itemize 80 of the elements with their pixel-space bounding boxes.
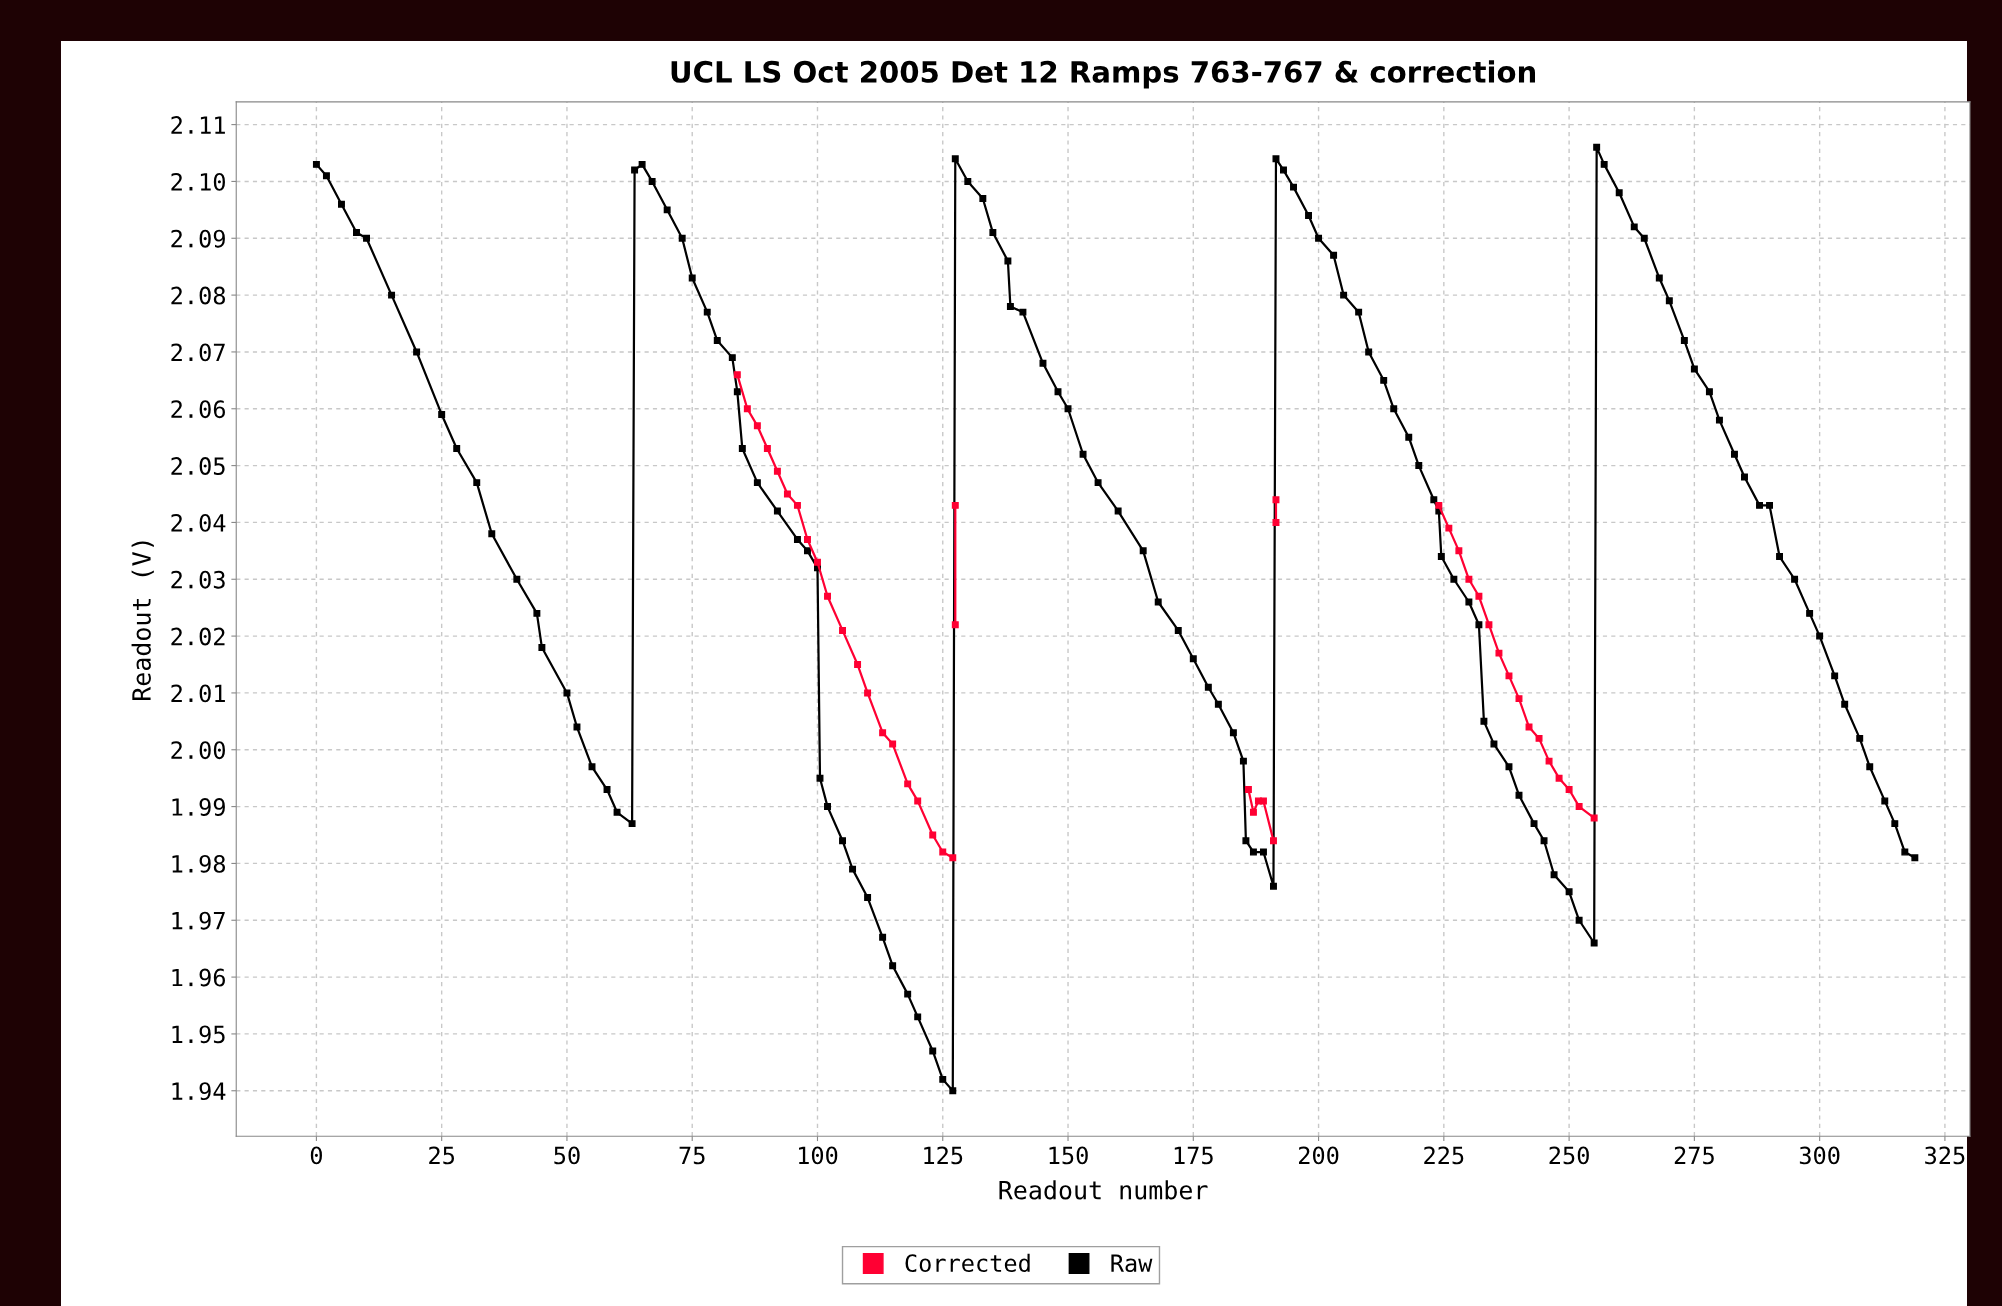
y-tick-label: 2.08 <box>171 286 226 305</box>
point <box>939 848 947 856</box>
y-tick-label: 1.98 <box>172 854 226 873</box>
x-tick-label: 200 <box>1299 1146 1339 1165</box>
point <box>773 467 781 475</box>
point <box>753 422 761 430</box>
point <box>1515 695 1523 703</box>
point <box>814 558 821 566</box>
point <box>914 797 922 805</box>
point <box>1505 672 1513 680</box>
point <box>879 729 887 737</box>
point <box>929 831 937 839</box>
point <box>854 661 862 668</box>
point <box>1575 803 1583 811</box>
point <box>951 621 959 629</box>
point <box>1465 575 1473 583</box>
y-tick-label: 2.07 <box>171 343 225 362</box>
y-tick-label: 2.06 <box>171 400 225 419</box>
point <box>783 490 791 498</box>
y-tick-label: 1.95 <box>172 1025 225 1044</box>
y-tick-label: 1.99 <box>172 798 225 816</box>
y-tick-label: 1.94 <box>172 1082 226 1101</box>
x-tick-label: 175 <box>1174 1146 1213 1165</box>
point <box>949 854 957 862</box>
y-tick-label: 2.04 <box>171 513 226 532</box>
x-tick-label: 0 <box>310 1146 322 1165</box>
point <box>839 626 847 634</box>
x-tick-label: 50 <box>554 1146 580 1165</box>
point <box>824 592 831 600</box>
x-tick-label: 100 <box>799 1146 838 1165</box>
point <box>1445 524 1453 532</box>
y-tick-label: 1.96 <box>172 968 225 987</box>
point <box>1259 797 1267 805</box>
chart-title: UCL LS Oct 2005 Det 12 Ramps 763-767 & correction <box>671 60 1536 89</box>
point <box>803 536 811 543</box>
point <box>1249 808 1257 816</box>
x-tick-label: 225 <box>1424 1146 1464 1165</box>
point <box>1435 501 1443 509</box>
point <box>1590 814 1598 822</box>
point <box>733 371 741 379</box>
point <box>1475 592 1483 600</box>
x-tick-label: 125 <box>924 1146 963 1165</box>
legend-label: Corrected <box>905 1253 1030 1273</box>
point <box>1485 621 1493 629</box>
x-tick-label: 25 <box>429 1146 454 1165</box>
point <box>889 740 897 748</box>
point <box>1269 837 1277 845</box>
point <box>1455 547 1463 555</box>
point <box>1535 734 1543 742</box>
y-tick-label: 2.09 <box>171 229 225 248</box>
point <box>1555 774 1563 782</box>
y-tick-label: 2.03 <box>171 570 225 589</box>
legend-label: Raw <box>1111 1254 1153 1273</box>
point <box>864 689 872 697</box>
x-tick-label: 275 <box>1674 1146 1714 1165</box>
x-tick-label: 150 <box>1049 1146 1088 1165</box>
y-axis-title: Readout (V) <box>131 541 154 701</box>
x-tick-label: 75 <box>679 1146 705 1165</box>
point <box>1272 496 1280 504</box>
x-tick-label: 250 <box>1549 1146 1589 1165</box>
y-tick-label: 2.00 <box>171 741 225 760</box>
point <box>951 501 959 509</box>
point <box>1272 518 1280 526</box>
x-tick-label: 300 <box>1799 1146 1840 1165</box>
point <box>1244 786 1252 794</box>
point <box>1495 649 1503 657</box>
y-tick-label: 2.01 <box>171 684 225 703</box>
x-tick-label: 325 <box>1925 1146 1965 1165</box>
point <box>793 501 801 509</box>
point <box>904 780 912 788</box>
point <box>1545 757 1553 765</box>
y-tick-label: 2.11 <box>171 116 225 134</box>
y-tick-label: 2.02 <box>171 627 225 646</box>
point <box>763 445 771 453</box>
point <box>743 405 751 413</box>
x-axis-title: Readout number <box>999 1180 1208 1200</box>
y-tick-label: 1.97 <box>172 911 225 930</box>
point <box>1565 786 1573 794</box>
y-tick-label: 2.10 <box>171 172 225 191</box>
y-tick-label: 2.05 <box>171 457 225 475</box>
